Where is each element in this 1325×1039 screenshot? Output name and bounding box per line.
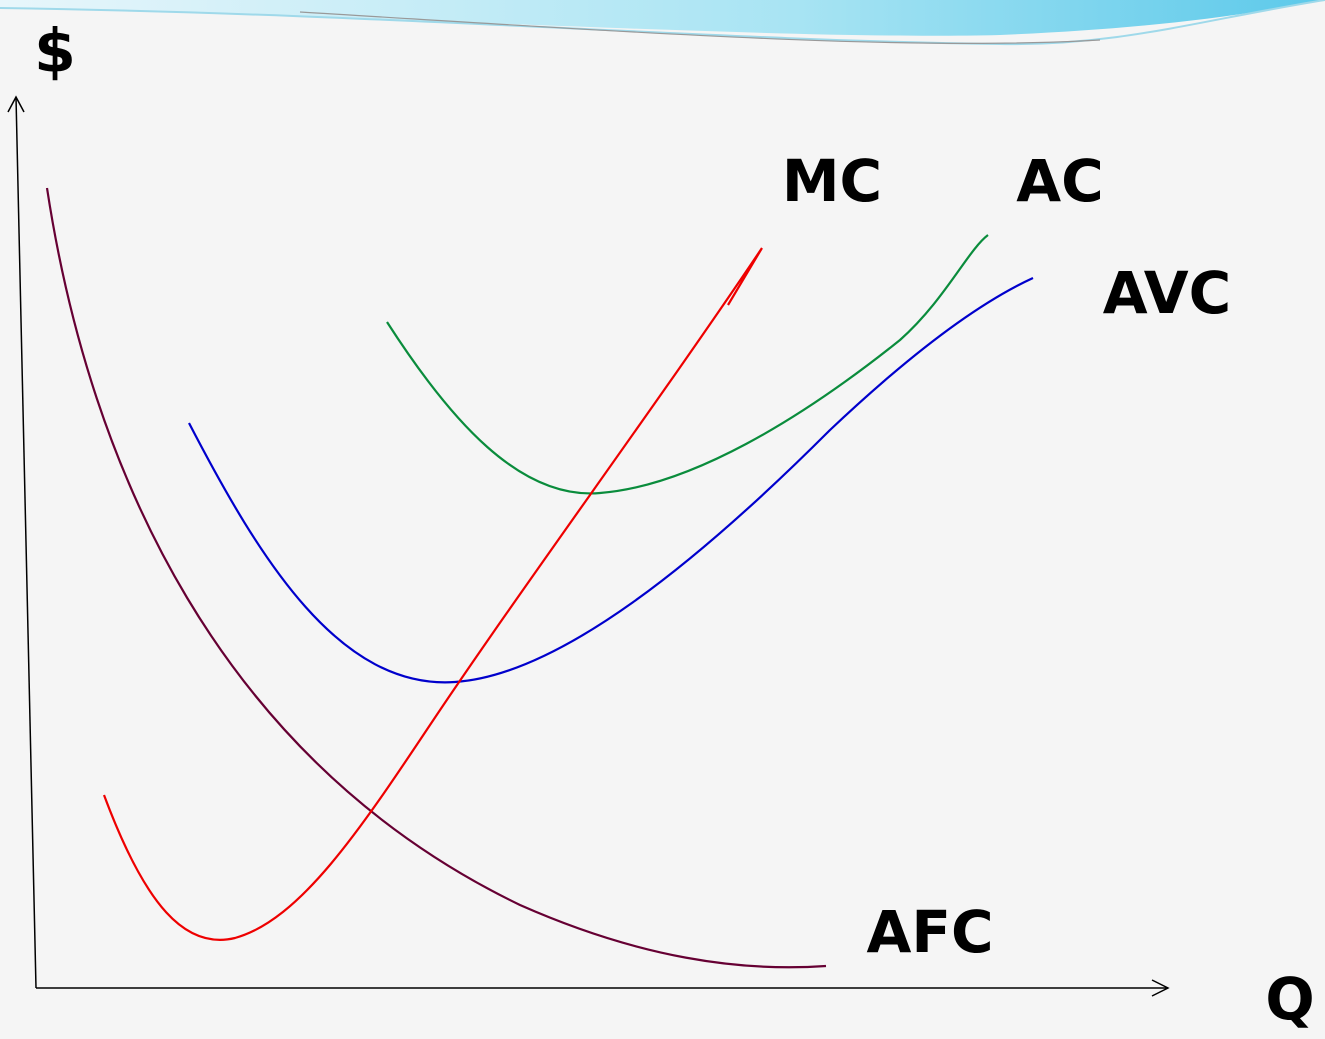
diagram: $ Q MC AC AVC AFC bbox=[0, 0, 1325, 1039]
page: $ Q MC AC AVC AFC (() => { const data = … bbox=[0, 0, 1325, 1039]
curve-label: AVC bbox=[1103, 259, 1231, 327]
curve-label: MC bbox=[782, 147, 882, 215]
x-axis-label: Q bbox=[1265, 965, 1314, 1033]
curve-label: AFC bbox=[866, 898, 993, 966]
background bbox=[0, 0, 1325, 1039]
curve-label: AC bbox=[1016, 147, 1103, 215]
y-axis-label: $ bbox=[34, 17, 76, 87]
